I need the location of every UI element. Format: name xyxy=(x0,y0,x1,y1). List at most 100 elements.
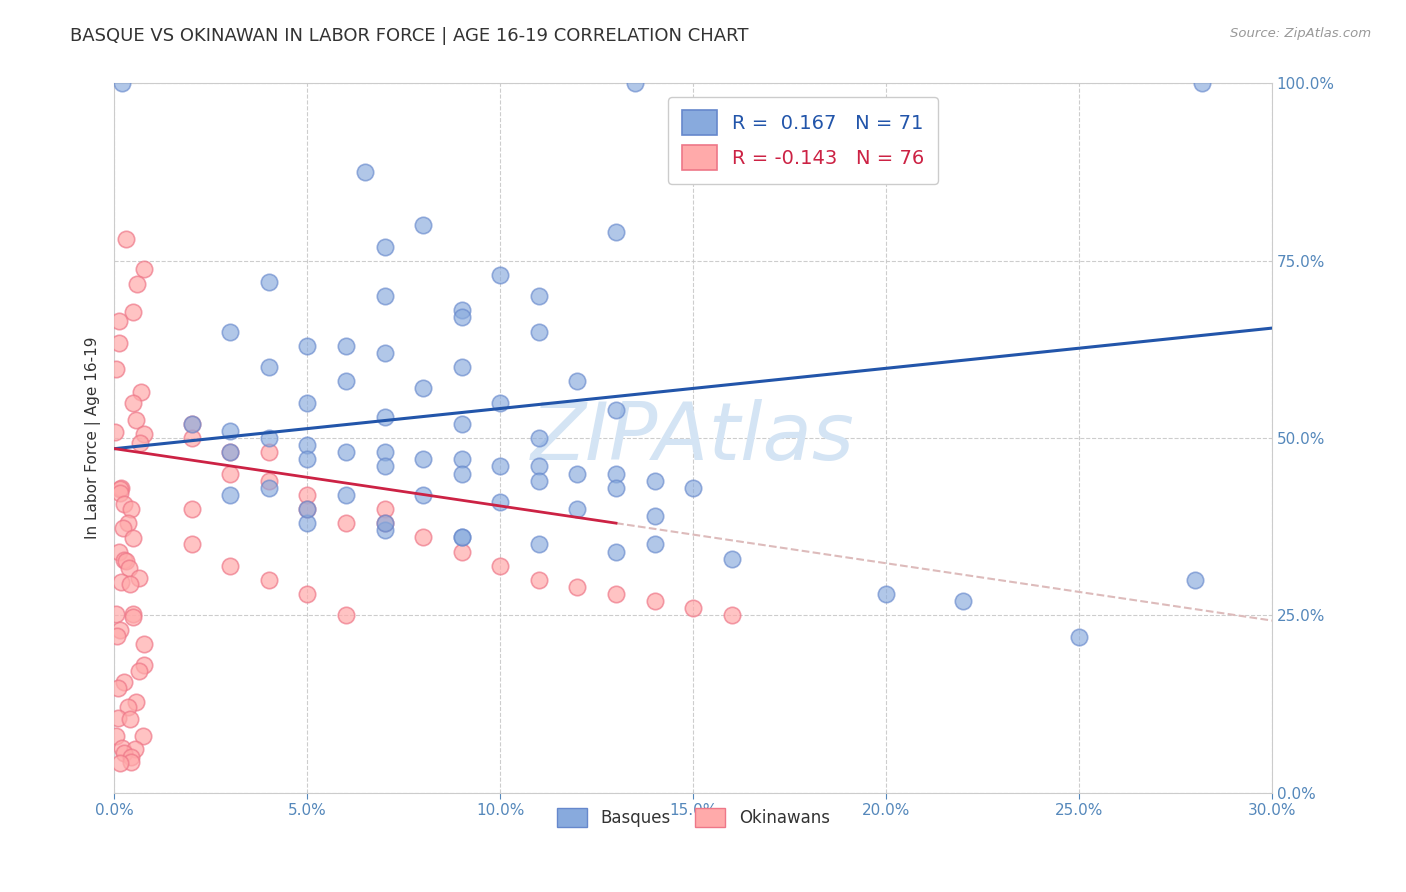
Point xyxy=(374,516,396,530)
Point xyxy=(335,608,357,623)
Point xyxy=(128,570,150,584)
Point xyxy=(111,77,134,91)
Point xyxy=(120,750,142,764)
Point xyxy=(374,346,396,360)
Point xyxy=(128,664,150,678)
Point xyxy=(120,755,142,769)
Point xyxy=(374,516,396,530)
Point xyxy=(127,277,149,291)
Point xyxy=(108,623,131,637)
Point xyxy=(527,431,550,445)
Point xyxy=(412,381,434,395)
Point xyxy=(644,474,666,488)
Point xyxy=(180,417,202,431)
Point xyxy=(335,374,357,388)
Point xyxy=(112,675,135,690)
Point xyxy=(104,607,127,622)
Point xyxy=(107,545,129,559)
Point xyxy=(122,531,145,545)
Point xyxy=(180,417,202,431)
Point xyxy=(489,459,512,474)
Point xyxy=(1184,573,1206,587)
Point xyxy=(257,481,280,495)
Point xyxy=(117,516,139,531)
Point xyxy=(374,502,396,516)
Point xyxy=(124,695,146,709)
Point xyxy=(374,289,396,303)
Point xyxy=(489,395,512,409)
Point xyxy=(111,740,134,755)
Point xyxy=(567,502,589,516)
Point xyxy=(489,495,512,509)
Point xyxy=(112,521,135,535)
Point xyxy=(527,289,550,303)
Point xyxy=(107,711,129,725)
Point xyxy=(107,681,129,696)
Point xyxy=(567,467,589,481)
Point xyxy=(132,262,155,277)
Point xyxy=(605,481,627,495)
Text: ZIPAtlas: ZIPAtlas xyxy=(531,399,855,477)
Point xyxy=(108,314,131,328)
Point xyxy=(682,601,704,615)
Point xyxy=(527,537,550,551)
Point xyxy=(489,558,512,573)
Point xyxy=(117,700,139,714)
Point xyxy=(122,610,145,624)
Point xyxy=(134,426,156,441)
Point xyxy=(644,509,666,524)
Point xyxy=(450,467,472,481)
Text: BASQUE VS OKINAWAN IN LABOR FORCE | AGE 16-19 CORRELATION CHART: BASQUE VS OKINAWAN IN LABOR FORCE | AGE … xyxy=(70,27,749,45)
Point xyxy=(489,268,512,282)
Point xyxy=(412,488,434,502)
Point xyxy=(219,445,242,459)
Point xyxy=(374,523,396,537)
Point xyxy=(412,452,434,467)
Point xyxy=(875,587,897,601)
Point xyxy=(129,435,152,450)
Point xyxy=(297,488,319,502)
Point xyxy=(105,361,128,376)
Point xyxy=(297,339,319,353)
Point xyxy=(120,502,142,516)
Point xyxy=(644,537,666,551)
Point xyxy=(952,594,974,608)
Point xyxy=(297,516,319,530)
Point xyxy=(335,445,357,459)
Point xyxy=(112,747,135,761)
Point xyxy=(132,637,155,651)
Point xyxy=(374,239,396,253)
Point xyxy=(567,374,589,388)
Point xyxy=(644,594,666,608)
Point xyxy=(105,629,128,643)
Point xyxy=(624,77,647,91)
Point xyxy=(129,384,152,399)
Point xyxy=(219,445,242,459)
Point xyxy=(120,576,142,591)
Point xyxy=(124,742,146,756)
Point xyxy=(335,488,357,502)
Point xyxy=(131,729,153,743)
Point xyxy=(257,431,280,445)
Text: Source: ZipAtlas.com: Source: ZipAtlas.com xyxy=(1230,27,1371,40)
Point xyxy=(374,409,396,424)
Point xyxy=(122,305,145,319)
Point xyxy=(450,530,472,544)
Point xyxy=(605,467,627,481)
Point xyxy=(112,552,135,566)
Point xyxy=(297,502,319,516)
Point xyxy=(450,310,472,325)
Point xyxy=(567,580,589,594)
Point xyxy=(374,459,396,474)
Point xyxy=(219,488,242,502)
Point xyxy=(257,275,280,289)
Point xyxy=(257,474,280,488)
Point xyxy=(412,219,434,233)
Point xyxy=(605,544,627,558)
Point xyxy=(412,530,434,544)
Point xyxy=(527,325,550,339)
Point xyxy=(219,558,242,573)
Point xyxy=(114,554,136,568)
Point xyxy=(108,485,131,500)
Point xyxy=(122,396,145,410)
